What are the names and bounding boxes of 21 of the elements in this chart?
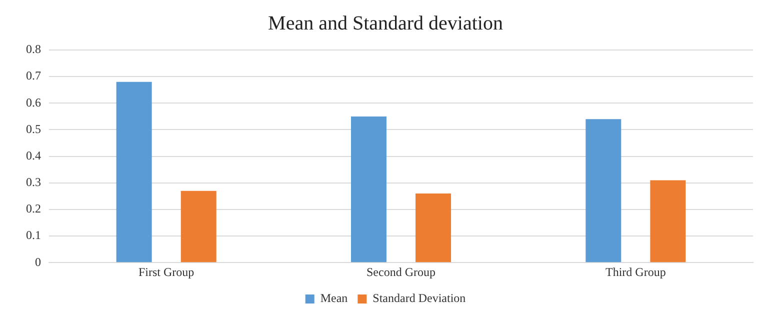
x-tick-label: First Group bbox=[138, 264, 194, 279]
y-tick-label: 0.1 bbox=[26, 228, 41, 242]
x-tick-label: Third Group bbox=[606, 264, 666, 279]
y-tick-label: 0.4 bbox=[26, 148, 41, 162]
bar bbox=[416, 194, 452, 262]
bar bbox=[116, 82, 152, 262]
legend-label: Mean bbox=[320, 291, 348, 306]
y-tick-label: 0.7 bbox=[26, 68, 41, 83]
bar bbox=[350, 116, 386, 262]
y-tick-label: 0.8 bbox=[26, 42, 41, 56]
bar bbox=[586, 119, 622, 262]
legend-label: Standard Deviation bbox=[372, 291, 466, 306]
bar bbox=[180, 190, 216, 262]
y-tick-label: 0.5 bbox=[26, 122, 41, 136]
y-tick-label: 0.6 bbox=[26, 95, 41, 110]
y-tick-label: 0 bbox=[35, 254, 41, 269]
y-tick-label: 0.3 bbox=[26, 175, 41, 190]
bar bbox=[650, 180, 686, 262]
y-tick-label: 0.2 bbox=[26, 202, 41, 216]
x-tick-label: Second Group bbox=[366, 264, 436, 279]
chart-title: Mean and Standard deviation bbox=[268, 12, 503, 34]
